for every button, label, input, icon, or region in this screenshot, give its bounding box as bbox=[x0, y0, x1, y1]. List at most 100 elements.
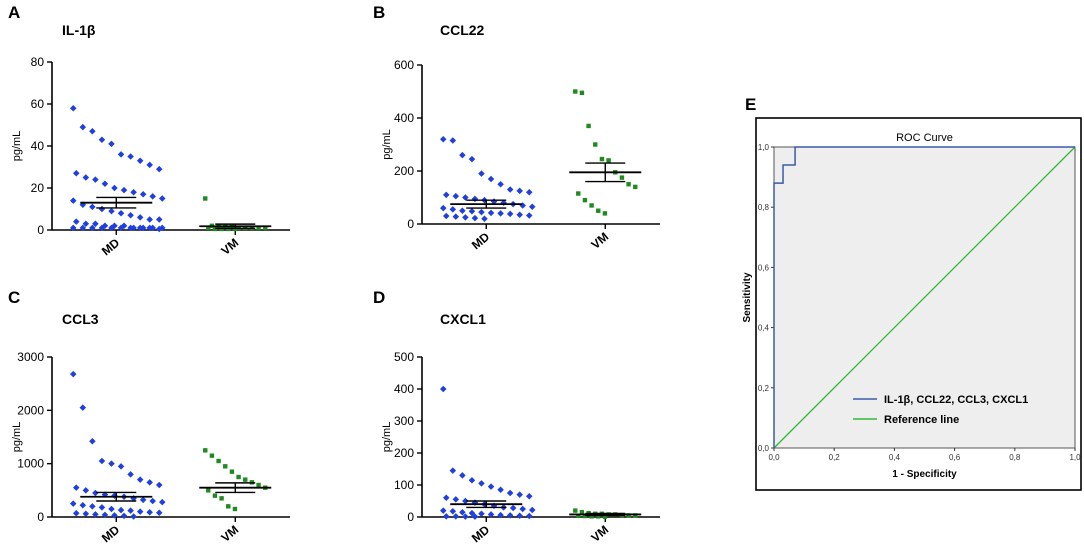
md-point bbox=[452, 513, 460, 520]
vm-point bbox=[596, 514, 601, 519]
md-point bbox=[497, 486, 504, 494]
md-point bbox=[506, 210, 514, 218]
md-point bbox=[468, 476, 476, 484]
md-point bbox=[440, 385, 447, 393]
md-point bbox=[449, 206, 457, 213]
md-point bbox=[159, 498, 166, 506]
md-point bbox=[156, 481, 163, 489]
x-tick-label: 0,0 bbox=[768, 453, 780, 462]
y-tick-label: 600 bbox=[394, 58, 414, 72]
md-point bbox=[130, 513, 137, 520]
md-point bbox=[146, 224, 153, 232]
md-point bbox=[526, 212, 533, 219]
md-point bbox=[487, 209, 495, 217]
md-point bbox=[449, 507, 457, 515]
md-point bbox=[117, 151, 125, 158]
md-point bbox=[478, 208, 485, 216]
md-point bbox=[89, 128, 96, 135]
y-axis-label: pg/mL bbox=[11, 131, 23, 162]
y-tick-label: 0,8 bbox=[758, 203, 770, 212]
vm-point bbox=[602, 514, 608, 519]
md-point bbox=[82, 510, 90, 518]
md-point bbox=[459, 151, 466, 159]
y-tick-label: 0,0 bbox=[758, 444, 770, 453]
panel-title: IL-1β bbox=[62, 22, 96, 38]
md-point bbox=[127, 153, 134, 160]
vm-point bbox=[203, 448, 208, 453]
y-tick-label: 3000 bbox=[17, 350, 44, 364]
md-point bbox=[519, 505, 526, 513]
md-point bbox=[478, 480, 485, 487]
x-tick-label: 0,2 bbox=[829, 453, 841, 462]
y-tick-label: 200 bbox=[394, 446, 414, 460]
vm-point bbox=[633, 513, 638, 518]
vm-point bbox=[256, 482, 261, 488]
md-point bbox=[452, 496, 460, 503]
md-point bbox=[478, 170, 485, 177]
legend-label-reference: Reference line bbox=[884, 414, 959, 426]
md-point bbox=[481, 215, 488, 222]
md-point bbox=[79, 224, 87, 232]
vm-point bbox=[599, 156, 605, 162]
md-point bbox=[156, 225, 163, 233]
legend-label-roc: IL-1β, CCL22, CCL3, CXCL1 bbox=[884, 394, 1028, 406]
md-point bbox=[443, 494, 450, 502]
panel-letter: A bbox=[8, 3, 20, 22]
md-point bbox=[449, 467, 457, 474]
md-point bbox=[136, 214, 144, 221]
y-tick-label: 0,4 bbox=[758, 324, 770, 333]
category-label-md: MD bbox=[469, 229, 493, 252]
md-point bbox=[487, 511, 495, 518]
panel-letter: B bbox=[373, 3, 385, 22]
roc-curve bbox=[773, 146, 1075, 448]
md-point bbox=[146, 161, 153, 169]
md-point bbox=[526, 512, 533, 520]
md-point bbox=[471, 195, 479, 203]
md-point bbox=[73, 218, 80, 225]
md-point bbox=[98, 504, 106, 511]
y-tick-label: 0,2 bbox=[758, 384, 770, 393]
md-point bbox=[127, 471, 134, 478]
category-label-vm: VM bbox=[588, 230, 611, 252]
md-point bbox=[497, 511, 504, 519]
y-tick-label: 1000 bbox=[17, 457, 44, 471]
md-point bbox=[471, 513, 479, 520]
md-point bbox=[111, 184, 118, 192]
md-point bbox=[526, 188, 533, 196]
y-tick-label: 0,6 bbox=[758, 263, 770, 272]
panel-c: C CCL3 0 1000 2000 3000 pg/mL MD VM bbox=[8, 288, 290, 545]
md-point bbox=[108, 505, 115, 513]
y-axis-label: pg/mL bbox=[381, 422, 393, 453]
md-point bbox=[136, 476, 144, 483]
md-point bbox=[117, 209, 125, 217]
md-point bbox=[462, 497, 469, 505]
md-point bbox=[506, 489, 514, 497]
md-point bbox=[156, 165, 163, 173]
md-point bbox=[136, 508, 144, 515]
category-label-md: MD bbox=[469, 522, 493, 545]
md-point bbox=[443, 191, 450, 199]
vm-point bbox=[256, 225, 261, 231]
y-tick-label: 1,0 bbox=[758, 143, 770, 152]
md-point bbox=[70, 104, 77, 112]
md-point bbox=[98, 457, 106, 465]
md-point bbox=[127, 224, 134, 232]
vm-point bbox=[626, 513, 631, 518]
md-point bbox=[127, 212, 134, 219]
md-point bbox=[89, 438, 96, 445]
md-point bbox=[70, 500, 77, 507]
md-point bbox=[443, 212, 450, 220]
md-point bbox=[526, 492, 533, 500]
y-tick-label: 0 bbox=[407, 510, 414, 524]
md-point bbox=[440, 135, 447, 143]
md-point bbox=[108, 140, 115, 148]
roc-outer-frame bbox=[755, 117, 1082, 491]
vm-point bbox=[206, 488, 211, 493]
md-point bbox=[156, 509, 163, 516]
md-point bbox=[462, 513, 469, 520]
vm-point bbox=[593, 142, 598, 147]
md-point bbox=[79, 502, 87, 509]
roc-title: ROC Curve bbox=[896, 132, 953, 144]
md-point bbox=[98, 205, 106, 213]
md-point bbox=[529, 203, 536, 211]
